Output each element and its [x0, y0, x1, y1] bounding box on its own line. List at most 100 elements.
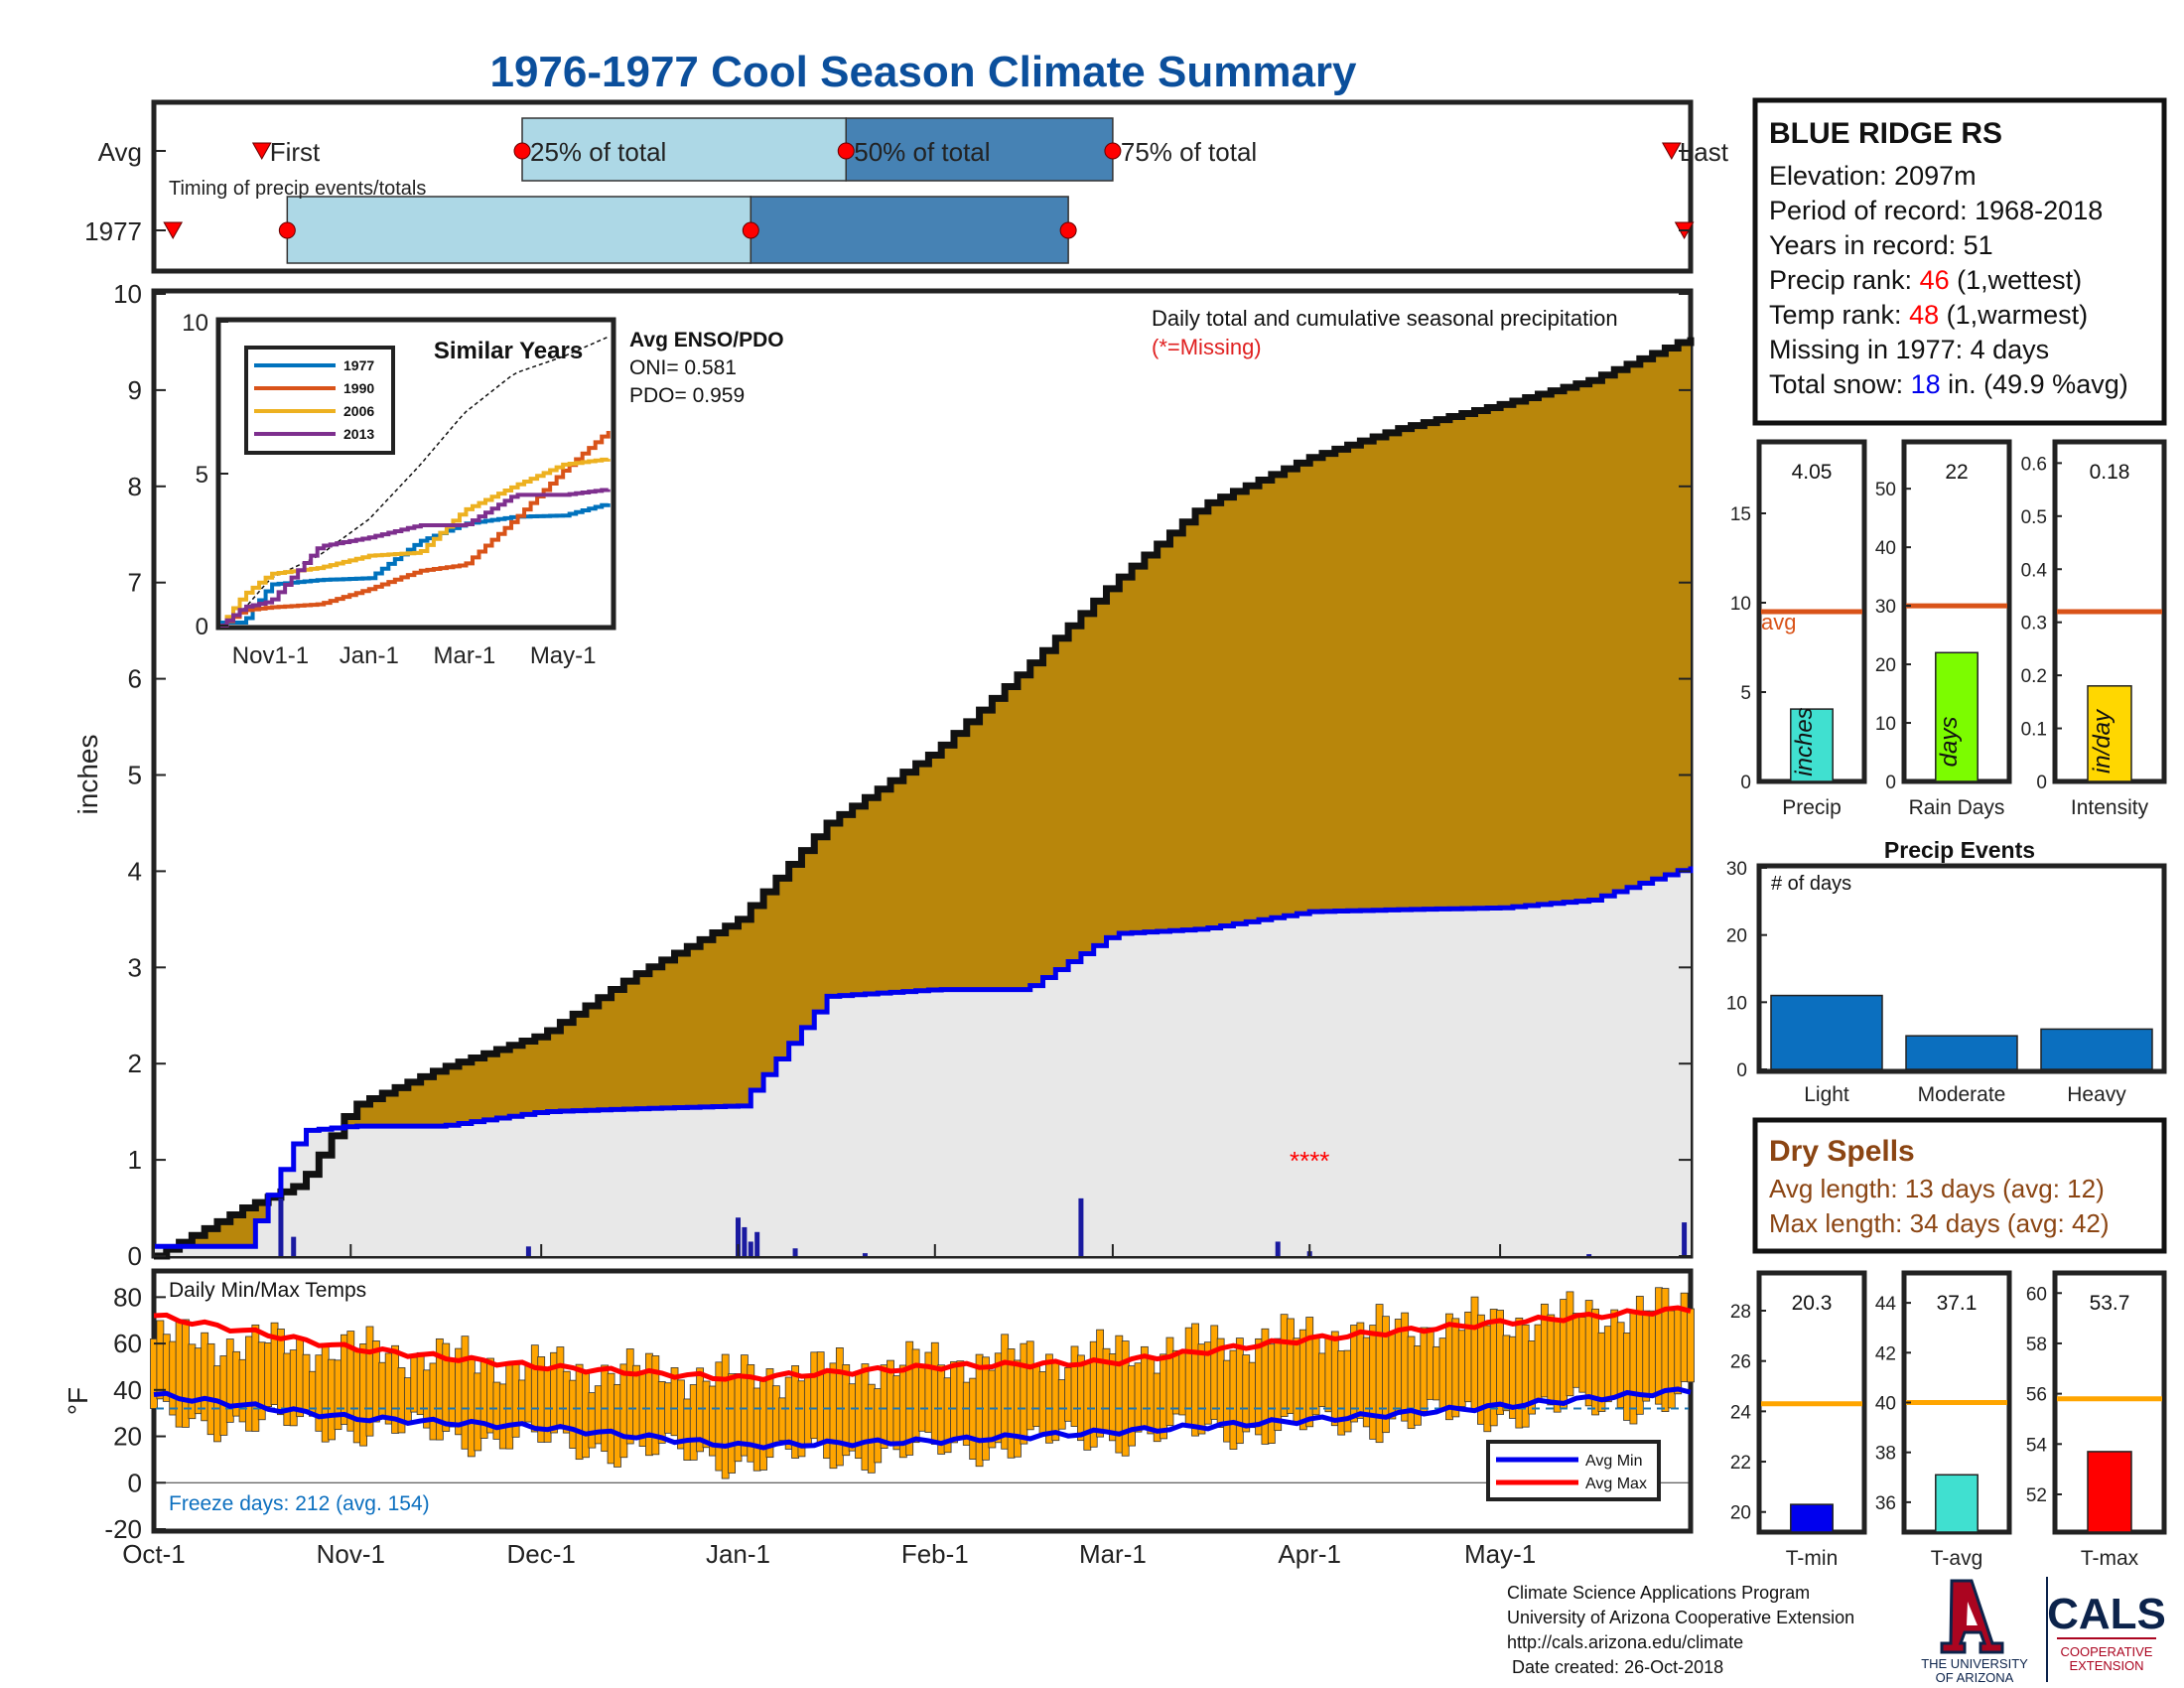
- daily-temp-bar: [607, 1372, 615, 1465]
- tmin-y-tick-label-1: 22: [1730, 1453, 1751, 1474]
- daily-temp-bar: [975, 1353, 984, 1468]
- temp-avg-max-line: [153, 1305, 1692, 1383]
- daily-temp-bar: [556, 1346, 565, 1428]
- daily-temp-bar: [264, 1342, 273, 1408]
- daily-temp-bar: [1388, 1332, 1397, 1420]
- events-y-tick-label-3: 30: [1726, 859, 1747, 880]
- freeze-days-label: Freeze days: 212 (avg. 154): [169, 1492, 430, 1515]
- dry-spells-title: Dry Spells: [1769, 1135, 1915, 1168]
- x-axis-ticks: Oct-1 Nov-1 Dec-1 Jan-1 Feb-1 Mar-1 Apr-1 May-1: [122, 1244, 1536, 1569]
- daily-temp-bar: [150, 1338, 158, 1409]
- daily-temp-bar: [1610, 1309, 1619, 1399]
- daily-temp-bar: [1655, 1287, 1663, 1405]
- similar-years-title: Similar Years: [434, 338, 583, 364]
- daily-temp-bar: [530, 1344, 539, 1433]
- daily-temp-bar: [950, 1360, 958, 1444]
- daily-temp-bar: [569, 1379, 578, 1449]
- daily-temp-bar: [1420, 1327, 1429, 1412]
- event-label-light: Light: [1804, 1083, 1849, 1106]
- temp-y-tick-label-0: 80: [113, 1282, 142, 1312]
- event-bar-light: [1770, 994, 1883, 1070]
- oni-value: ONI= 0.581: [629, 356, 737, 379]
- daily-temp-bar: [588, 1392, 597, 1449]
- daily-temp-bar: [474, 1372, 482, 1452]
- intensity-bar: [2087, 685, 2132, 782]
- temp-rank-suffix: (1,warmest): [1939, 300, 2088, 330]
- daily-temp-bar: [1165, 1336, 1174, 1427]
- tmin-y-tick-label-0: 20: [1730, 1503, 1751, 1524]
- inset-series-2006: [220, 457, 611, 628]
- daily-temp-bar: [352, 1348, 361, 1444]
- daily-temp-bar: [467, 1356, 476, 1458]
- temp-rank-prefix: Temp rank:: [1769, 300, 1909, 330]
- daily-temp-bar: [492, 1381, 501, 1440]
- daily-temp-bar: [1667, 1310, 1676, 1409]
- daily-temp-bar: [1280, 1314, 1289, 1417]
- daily-temp-bar: [296, 1336, 305, 1418]
- precip-title: Precip: [1782, 796, 1842, 819]
- x-tick-label-3: Jan-1: [706, 1539, 770, 1569]
- precip-events-plot: Light Moderate Heavy 0 10 20 30: [1726, 859, 2153, 1106]
- daily-temp-bar: [829, 1362, 838, 1470]
- daily-temp-bar: [321, 1342, 330, 1443]
- daily-temp-bar: [219, 1355, 228, 1436]
- year-first-marker: [163, 221, 184, 240]
- intensity-y-tick-label-5: 0.5: [2021, 507, 2047, 528]
- daily-temp-bar: [625, 1348, 634, 1445]
- daily-precip-bar-2: [525, 1246, 531, 1256]
- daily-temp-bar: [816, 1351, 825, 1445]
- daily-temp-bar: [1001, 1334, 1010, 1450]
- footer-line2: University of Arizona Cooperative Extens…: [1507, 1608, 1854, 1627]
- precip-y-tick-label-8: 8: [128, 472, 142, 501]
- daily-precip-bar-0: [278, 1197, 284, 1256]
- precip-y-axis-label: inches: [72, 735, 103, 815]
- daily-temp-bar: [1274, 1337, 1283, 1432]
- daily-temp-bar: [283, 1352, 292, 1426]
- timing-boxes: [154, 117, 1695, 264]
- daily-temp-bar: [182, 1319, 190, 1428]
- tavg-y-tick-label-1: 38: [1875, 1444, 1896, 1465]
- precip-y-tick-label-1: 5: [1740, 683, 1751, 704]
- temp-y-tick-label-5: -20: [104, 1514, 142, 1544]
- year-p50-marker: [742, 221, 759, 239]
- daily-temp-bar: [1298, 1329, 1307, 1431]
- daily-temp-bar: [728, 1373, 736, 1474]
- tmax-y-tick-label-4: 60: [2026, 1284, 2047, 1305]
- daily-temp-bar: [410, 1356, 419, 1413]
- p75-label: 75% of total: [1121, 137, 1257, 167]
- inset-y-tick-label-2: 10: [182, 310, 208, 337]
- temperature-legend: Avg Min Avg Max: [1486, 1440, 1661, 1501]
- precip-y-tick-label-6: 6: [128, 664, 142, 694]
- ua-line2: OF ARIZONA: [1936, 1670, 2014, 1685]
- rain-days-y-tick-label-4: 40: [1875, 538, 1896, 559]
- tmin-y-tick-label-4: 28: [1730, 1302, 1751, 1323]
- daily-temp-bar: [245, 1336, 253, 1432]
- intensity-unit-label: in/day: [2089, 708, 2116, 774]
- inset-y-tick-label-1: 5: [196, 462, 208, 489]
- tavg-y-tick-label-4: 44: [1875, 1294, 1897, 1315]
- daily-temp-bar: [1020, 1342, 1028, 1445]
- station-missing: Missing in 1977: 4 days: [1769, 335, 2049, 364]
- year-box-50-75: [750, 196, 1069, 264]
- daily-temp-bar: [1578, 1317, 1587, 1393]
- station-temp-rank: Temp rank: 48 (1,warmest): [1769, 300, 2088, 330]
- timing-caption: Timing of precip events/totals: [169, 178, 426, 200]
- daily-temp-bar: [1553, 1321, 1562, 1413]
- daily-temp-bar: [328, 1358, 337, 1441]
- daily-temp-bar: [1128, 1365, 1136, 1447]
- precip-rank-suffix: (1,wettest): [1950, 265, 2083, 295]
- similar-years-legend-entries: 1977 1990 2006 2013: [254, 357, 374, 442]
- event-label-moderate: Moderate: [1918, 1083, 2006, 1106]
- daily-temp-bar: [689, 1384, 698, 1461]
- year-box-25-50: [286, 196, 752, 264]
- intensity-y-tick-label-0: 0: [2036, 773, 2047, 793]
- daily-temp-bar: [1496, 1310, 1504, 1415]
- daily-precip-bar-4: [742, 1226, 748, 1256]
- daily-temp-bar: [702, 1380, 711, 1449]
- daily-temp-bar: [1287, 1318, 1295, 1414]
- precip-events-ylabel: # of days: [1771, 873, 1851, 895]
- snow-suffix: in. (49.9 %avg): [1941, 369, 2128, 399]
- first-label: First: [270, 137, 321, 167]
- daily-precip-bar-13: [1682, 1222, 1688, 1256]
- avg-p75-marker: [1104, 142, 1122, 160]
